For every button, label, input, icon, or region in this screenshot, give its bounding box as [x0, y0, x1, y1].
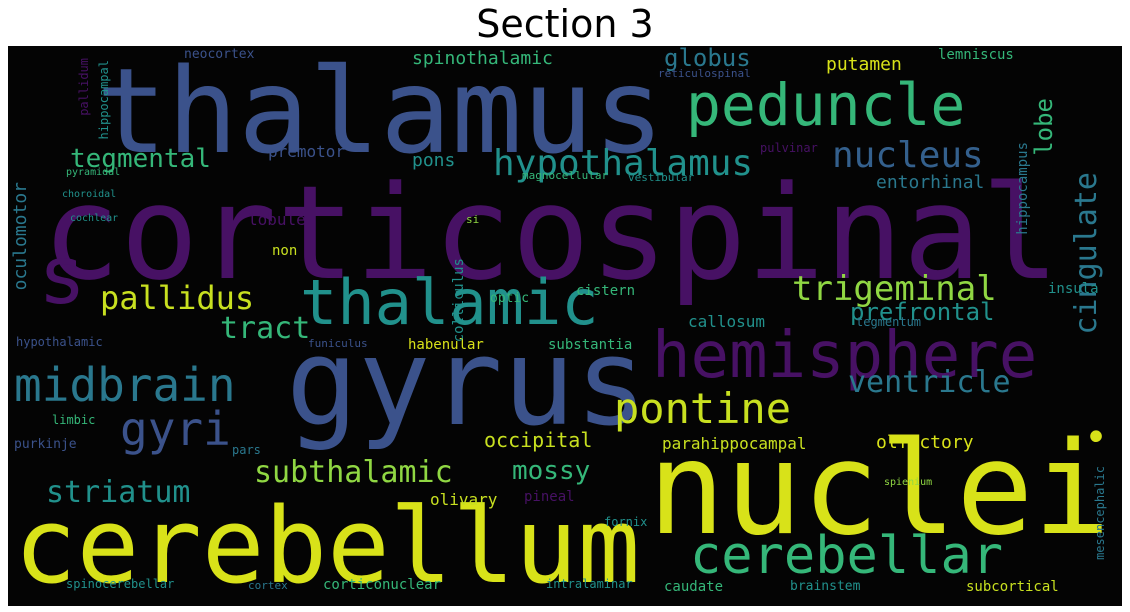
word-subthalamic: subthalamic — [254, 455, 453, 490]
word-magnocellular: magnocellular — [522, 169, 609, 182]
word-corticospinal: corticospinal — [42, 157, 1060, 309]
word-thalamic: thalamic — [300, 266, 599, 339]
word-hemisphere: hemisphere — [652, 319, 1038, 393]
word-purkinje: purkinje — [14, 437, 77, 452]
word-gyrus: gyrus — [286, 314, 648, 453]
word-corticonuclear: corticonuclear — [323, 577, 442, 593]
word-spinocerebellar: spinocerebellar — [66, 577, 175, 591]
word-insula: insula — [1048, 281, 1099, 297]
word-spinothalamic: spinothalamic — [412, 48, 553, 69]
word-pallidum: pallidum — [77, 58, 91, 116]
word-entorhinal: entorhinal — [876, 172, 985, 193]
word-optic: optic — [490, 291, 530, 306]
word-premotor: premotor — [268, 142, 346, 161]
word-cerebellar: cerebellar — [690, 526, 1004, 586]
word-cortex: cortex — [248, 579, 288, 592]
word-peduncle: peduncle — [686, 71, 966, 139]
word-thalamus: thalamus — [96, 46, 665, 180]
word-tegmental: tegmental — [70, 144, 211, 174]
word-lemniscus: lemniscus — [938, 47, 1014, 63]
word-oculomotor: oculomotor — [10, 182, 31, 291]
word-hippocampus: hippocampus — [1015, 142, 1031, 235]
word-pallidus: pallidus — [100, 279, 255, 317]
word-mossy: mossy — [512, 456, 591, 486]
word-cistern: cistern — [576, 283, 636, 299]
word-tract: tract — [220, 311, 311, 346]
word-ventricle: ventricle — [848, 365, 1011, 400]
word-striatum: striatum — [46, 475, 191, 510]
word-olfactory: olfactory — [876, 432, 974, 453]
word-midbrain: midbrain — [14, 358, 236, 412]
word-pars: pars — [232, 443, 261, 457]
word-neocortex: neocortex — [184, 47, 255, 62]
word-hippocampal: hippocampal — [97, 60, 111, 140]
word-tegmentum: tegmentum — [856, 315, 922, 329]
word-olivary: olivary — [430, 490, 498, 509]
word-hypothalamus: hypothalamus — [493, 143, 754, 184]
word-globus: globus — [664, 46, 751, 72]
word-prefrontal: prefrontal — [850, 298, 995, 326]
word-nuclei: nuclei — [648, 415, 1111, 564]
word-choroidal: choroidal — [62, 189, 117, 200]
word-lobe: lobe — [1030, 98, 1058, 156]
word-parahippocampal: parahippocampal — [662, 434, 807, 453]
word-colliculus: colliculus — [451, 258, 467, 343]
word-subcortical: subcortical — [966, 579, 1059, 595]
word-trigeminal: trigeminal — [792, 269, 997, 309]
word-pulvinar: pulvinar — [760, 141, 818, 155]
word-non: non — [272, 243, 298, 259]
word-mesencephalic: mesencephalic — [1093, 466, 1107, 560]
word-brainstem: brainstem — [790, 579, 861, 594]
word-nucleus: nucleus — [832, 135, 984, 176]
word-spienium: spienium — [884, 477, 933, 488]
word-hypothalamic: hypothalamic — [16, 335, 103, 349]
word-limbic: limbic — [52, 413, 96, 427]
word-cingulate: cingulate — [1069, 172, 1104, 335]
word-callosum: callosum — [688, 312, 766, 331]
word-occipital: occipital — [484, 428, 593, 452]
word-substantia: substantia — [548, 337, 633, 353]
word-putamen: putamen — [826, 54, 902, 75]
word-funiculus: funiculus — [308, 337, 368, 350]
word-gyri: gyri — [120, 402, 231, 456]
word-cloud: corticospinal thalamus gyrus nuclei cere… — [8, 46, 1122, 606]
word-habenular: habenular — [408, 337, 484, 353]
word-cochlear: cochlear — [70, 213, 119, 224]
word-pineal: pineal — [524, 489, 575, 505]
word-intralaminar: intralaminar — [546, 577, 633, 591]
word-vestibular: vestibular — [628, 171, 695, 184]
word-reticulospinal: reticulospinal — [658, 67, 751, 80]
word-pontine: pontine — [614, 384, 792, 433]
dot-mark: • — [1084, 415, 1109, 461]
page-title: Section 3 — [476, 2, 654, 46]
word-lobule: lobule — [248, 210, 306, 229]
word-pyramidal: pyramidal — [66, 167, 121, 178]
word-si: si — [466, 213, 480, 226]
word-fornix: fornix — [604, 515, 648, 529]
word-cerebellum: cerebellum — [14, 485, 641, 606]
word-caudate: caudate — [664, 579, 724, 595]
word-s: s — [38, 229, 87, 322]
word-pons: pons — [412, 150, 456, 171]
